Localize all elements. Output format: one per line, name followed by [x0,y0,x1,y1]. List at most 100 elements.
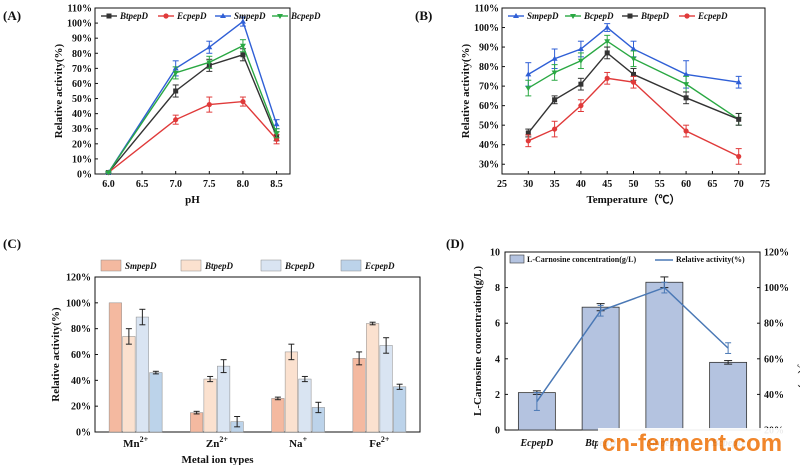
panel-b-xtick-label: 25 [497,179,507,190]
panel-d-ytick-label: 6 [495,319,500,330]
panel-a-ytick-label: 110% [68,4,92,15]
panel-a-ytick-label: 40% [72,109,92,120]
panel-a-point-BtpepD [173,88,179,94]
panel-b-legend-label: EcpepD [697,11,728,21]
panel-b-point-SmpepD [525,71,532,77]
panel-b-point-SmpepD [604,24,611,30]
panel-c-legend-label: BcpepD [284,261,315,271]
panel-b-xtick-label: 40 [576,179,586,190]
panel-b-point-BcpepD [551,70,558,76]
panel-c-bar-SmpepD [271,398,285,433]
panel-a-point-BcpepD [105,170,112,176]
panel-b-xtick-label: 60 [681,179,691,190]
panel-d-ytick-label: 10 [490,248,500,259]
panel-a-xlabel: pH [185,194,200,206]
panel-a-xtick-label: 6.5 [136,179,149,190]
panel-b-xtick-label: 50 [629,179,639,190]
panel-a-legend-label: SmpepD [234,11,266,21]
panel-b-point-EcpepD [683,128,689,134]
panel-a-point-EcpepD [240,98,246,105]
panel-d-activity-line [536,286,729,402]
panel-a-ytick-label: 60% [72,79,92,90]
panel-d-ytick-label: 8 [495,283,500,294]
panel-d-legend-label: Relative activity(%) [676,255,745,264]
panel-a-frame [94,7,291,175]
panel-c-category-label: Zn2+ [206,435,228,450]
panel-b-legend-label: BtpepD [640,11,669,21]
panel-b-ytick-label: 100% [474,23,499,34]
panel-c-label: (C) [3,236,21,251]
panel-b-legend-marker-SmpepD [513,13,519,18]
panel-b-point-EcpepD [578,103,584,109]
panel-c-ytick-label: 80% [71,324,91,335]
panel-a-ytick-label: 10% [72,154,92,165]
watermark-text: cn-ferment.com [602,430,783,457]
panel-b-point-EcpepD [630,79,637,85]
panel-a-point-SmpepD [239,18,246,24]
panel-b-label: (B) [415,8,432,23]
panel-c-legend-swatch-EcpepD [340,259,362,272]
panel-a-ylabel: Relative activity(%) [53,43,65,138]
panel-c-ytick-label: 20% [71,402,91,413]
panel-a-ytick-label: 80% [72,49,92,60]
panel-b-point-BtpepD [578,81,584,87]
panel-b-point-BcpepD [630,56,637,62]
panel-c-xlabel: Metal ion types [181,454,254,465]
panel-a-legend-label: BcpepD [290,11,321,21]
panel-c-bar-BtpepD [203,378,217,433]
panel-b-ytick-label: 110% [475,4,499,15]
panel-a-point-EcpepD [206,101,212,108]
panel-d-ytick-label: 4 [495,354,500,365]
panel-d-legend-swatch-bar [509,254,525,264]
panel-b-point-EcpepD [604,75,610,81]
panel-c-bar-SmpepD [190,412,204,433]
panel-a-legend-marker-BtpepD [106,13,112,19]
panel-c-bar-BcpepD [298,378,312,433]
panel-b-point-SmpepD [577,46,584,52]
panel-c-bar-BtpepD [122,336,136,433]
panel-b-ytick-label: 90% [479,43,499,54]
panel-d-ytick-right-label: 80% [764,319,784,330]
panel-c-ytick-label: 40% [71,376,91,387]
panel-a-ytick-label: 50% [72,94,92,105]
panel-a-point-BtpepD [240,52,246,58]
panel-b-ytick-label: 70% [479,82,499,93]
panel-b-series-EcpepD [528,77,740,158]
panel-a-point-SmpepD [206,44,213,50]
panel-b-point-SmpepD [683,71,690,77]
panel-b-legend-marker-BcpepD [570,14,576,19]
panel-b-ytick-label: 60% [479,101,499,112]
panel-a-ytick-label: 30% [72,124,92,135]
panel-a-point-BcpepD [239,43,246,49]
panel-d-ylabel-right: Relative activity(%) [797,294,800,389]
panel-b-ytick-label: 40% [479,140,499,151]
panel-a-point-BcpepD [206,60,213,66]
panel-a-xtick-label: 7.0 [169,179,182,190]
panel-d-ylabel: L-Carnosine concentration(g/L) [472,266,484,416]
panel-b-ytick-label: 30% [479,160,499,171]
panel-d-ytick-right-label: 120% [764,248,789,259]
watermark: cn-ferment.com [598,428,800,465]
panel-b-ytick-label: 80% [479,62,499,73]
panel-b-point-BtpepD [604,50,610,56]
panel-b-point-SmpepD [735,79,742,85]
panel-c-bar-EcpepD [149,372,163,433]
panel-d-ytick-label: 2 [495,390,500,401]
panel-c-ytick-label: 120% [66,273,91,284]
panel-a-ytick-label: 90% [72,34,92,45]
panel-c-category-label: Fe2+ [369,435,390,450]
panel-c-legend-label: BtpepD [204,261,233,271]
panel-d-ytick-right-label: 100% [764,283,789,294]
panel-a-ytick-label: 0% [77,170,92,181]
panel-c-legend-label: EcpepD [364,261,395,271]
panel-a-ytick-label: 100% [67,19,92,30]
panel-b-point-BcpepD [525,86,532,92]
panel-a-xtick-label: 7.5 [203,179,216,190]
panel-b-xtick-label: 35 [550,179,560,190]
panel-a-legend-marker-SmpepD [220,13,226,18]
panel-b-point-EcpepD [552,126,558,132]
panel-b-xtick-label: 30 [523,179,533,190]
panel-b-ylabel: Relative activity(%) [460,43,472,138]
panel-c-ylabel: Relative activity(%) [50,307,62,402]
